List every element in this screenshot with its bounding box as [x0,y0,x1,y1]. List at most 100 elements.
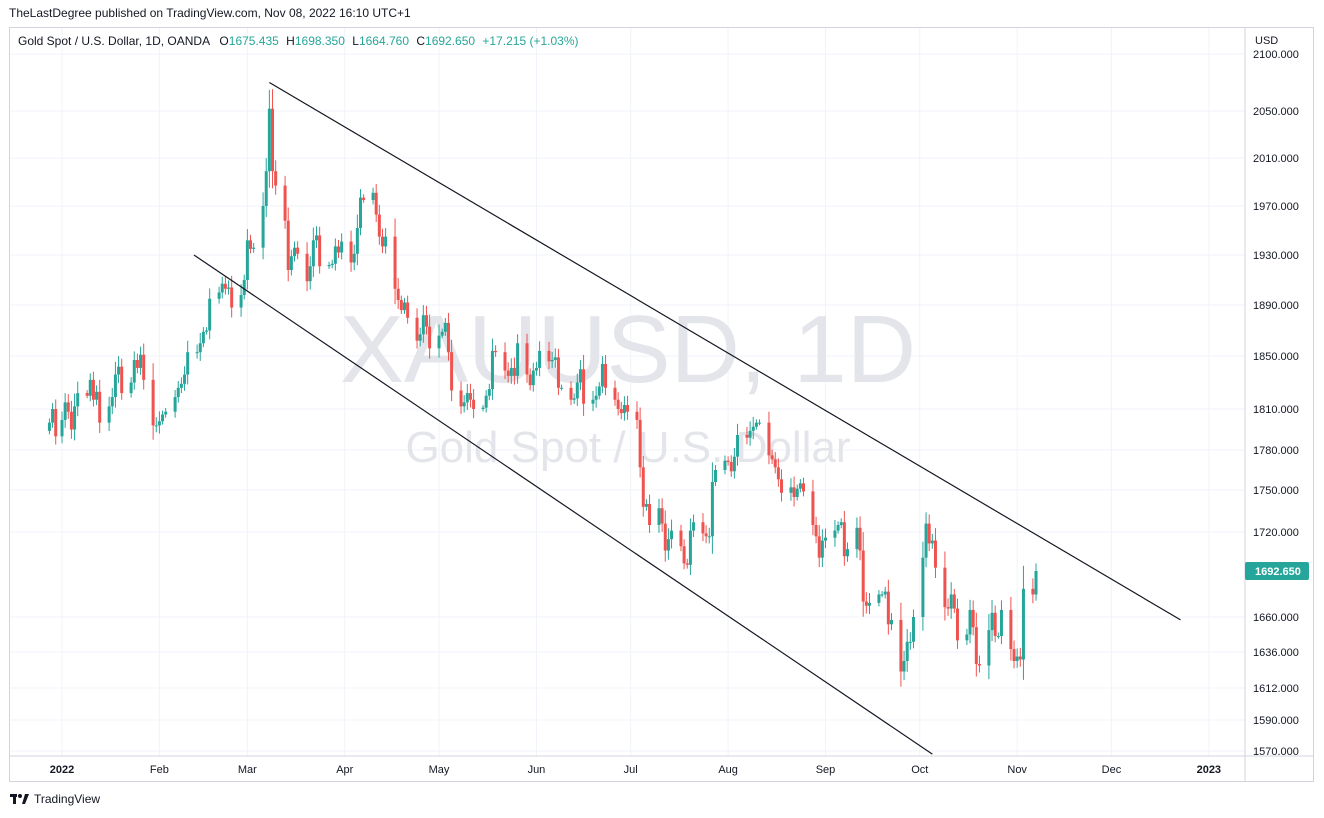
candle-body [396,288,400,300]
candle [644,499,648,511]
candle [531,362,535,392]
candle-body [355,228,359,254]
candle-body [428,326,432,349]
trendline-upper[interactable] [269,81,1181,621]
candle [729,455,733,477]
candle-body [283,185,287,221]
candle [208,288,212,340]
candle [88,373,92,402]
candle-body [54,409,58,437]
candle [396,278,400,309]
candle-body [833,530,837,538]
candle-body [440,331,444,336]
candle [814,516,818,544]
candle-body [110,397,114,407]
candle-body [701,522,705,534]
candle [205,327,209,335]
candle-body [836,525,840,531]
time-tick-label: Sep [816,764,836,776]
time-tick-label: 2023 [1197,764,1221,776]
candle-body [814,525,818,537]
candle [842,510,846,566]
candle-body [780,479,784,493]
price-tick-label: 1780.000 [1253,445,1299,457]
candle [340,233,344,260]
candle [846,542,849,562]
candle-body [795,488,799,497]
candle-body [201,331,205,344]
candle [95,385,99,406]
candle-body [205,330,209,332]
candle [440,328,444,339]
trendline-lower[interactable] [193,254,933,755]
candle [330,259,334,269]
candle-body [754,422,758,427]
candle-body [69,411,73,430]
candle-body [129,382,133,394]
candle-body [371,192,375,200]
candle [380,228,384,254]
candle-body [481,407,485,409]
candle [311,227,315,278]
candle-body [525,343,529,375]
candle-body [924,523,928,558]
candle [968,599,972,644]
last-price-value: 1692.650 [1255,566,1301,578]
candle [437,324,441,358]
candle-body [516,343,520,376]
candle-body [685,563,689,565]
candle [613,380,617,406]
candle-body [465,393,469,403]
candle-body [305,253,309,282]
candle-body [73,406,77,430]
candle-body [993,612,997,636]
candle [371,187,375,205]
candle [594,386,598,408]
candle-body [421,315,425,335]
candle [1021,565,1025,680]
candle [604,355,608,396]
price-tick-label: 2100.000 [1253,49,1299,61]
candle [399,295,403,314]
candle-body [977,664,981,666]
change-value: +17.215 (+1.03%) [482,34,579,48]
candle-body [60,419,64,437]
candle-body [802,483,806,492]
candle-body [107,406,111,423]
candle-body [242,280,246,295]
candle-body [139,354,143,368]
price-tick-label: 2050.000 [1253,106,1299,118]
candle [1015,648,1019,668]
symbol-name[interactable]: Gold Spot / U.S. Dollar, 1D, OANDA [18,34,211,48]
candle [770,449,774,465]
candle-body [773,459,777,468]
candle-body [692,522,696,531]
candle [723,455,727,475]
candle [773,452,777,474]
candle [468,383,472,408]
candle [135,353,139,374]
candle-body [751,426,755,431]
candle [996,632,1000,639]
candle-body [531,370,535,386]
price-tick-label: 1720.000 [1253,527,1299,539]
time-axis[interactable]: 2022 Feb Mar Apr May Jun Jul Aug Sep Oct Nov Dec 202… [50,764,1221,776]
candle [63,393,67,428]
candle [157,411,161,434]
price-axis[interactable]: 2100.000 2050.000 2010.000 1970.000 1930.000… [1253,49,1299,758]
candle-body [657,508,661,525]
candle [622,396,626,421]
candle [795,484,799,501]
candle [550,351,554,369]
candle-body [572,398,576,400]
candle [974,612,978,677]
candle-body [374,192,378,215]
candle-body [679,530,683,547]
close-label: C [416,34,426,48]
price-tick-label: 1660.000 [1253,612,1299,624]
candle [547,341,551,370]
candle [374,183,378,223]
candle-body [437,335,441,349]
footer-brand[interactable]: TradingView [10,792,100,806]
